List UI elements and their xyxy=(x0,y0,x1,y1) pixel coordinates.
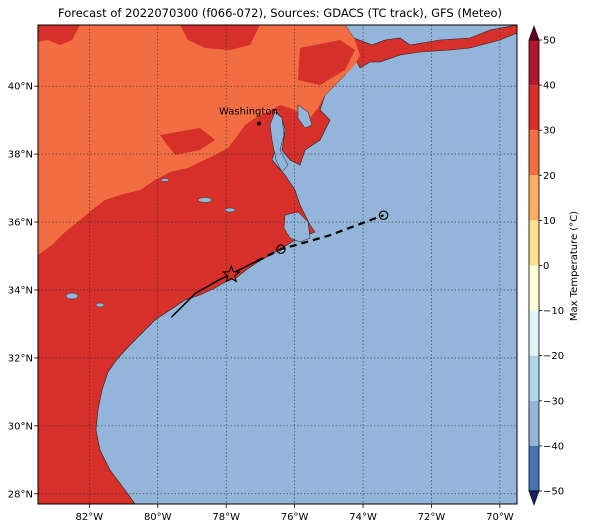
colorbar-tick-label: 40 xyxy=(543,81,556,92)
chesapeake-bay xyxy=(269,111,289,173)
lat-tick-labels: 28°N 30°N 32°N 34°N 36°N 38°N 40°N xyxy=(8,82,38,500)
colorbar-band xyxy=(529,130,539,176)
lon-tick-label: 72°W xyxy=(418,512,446,523)
lon-tick-label: 76°W xyxy=(281,512,309,523)
lake xyxy=(160,178,170,182)
land-warm-patch-3 xyxy=(298,40,355,85)
colorbar-tick-label: −30 xyxy=(543,396,564,407)
lat-tick-label: 32°N xyxy=(8,353,33,364)
lat-tick-label: 36°N xyxy=(8,218,33,229)
lon-tick-label: 80°W xyxy=(144,512,172,523)
lake xyxy=(197,197,213,203)
colorbar-extend-min xyxy=(528,490,540,506)
colorbar-tick-label: 10 xyxy=(543,216,556,227)
lake xyxy=(224,207,236,213)
tc-track-forecast[interactable] xyxy=(256,214,384,263)
forecast-point-marker[interactable] xyxy=(378,210,389,221)
map-area[interactable]: Washington xyxy=(38,25,517,504)
colorbar-tick-label: 20 xyxy=(543,171,556,182)
colorbar-band xyxy=(529,40,539,86)
colorbar-tick-label: −20 xyxy=(543,351,564,362)
colorbar-tick-label: 50 xyxy=(543,36,556,47)
lake xyxy=(95,302,105,308)
colorbar-extend-max xyxy=(528,25,540,41)
storm-position-star-icon[interactable] xyxy=(221,264,241,283)
colorbar-band xyxy=(529,220,539,266)
colorbar-band xyxy=(529,265,539,311)
land-warm-patch xyxy=(38,25,80,45)
city-marker[interactable] xyxy=(257,121,262,126)
colorbar-tick-label: 30 xyxy=(543,126,556,137)
delaware-bay xyxy=(297,104,313,129)
lat-tick-label: 40°N xyxy=(8,82,33,93)
colorbar-band xyxy=(529,175,539,221)
city-label: Washington xyxy=(219,107,278,118)
colorbar-band xyxy=(529,85,539,131)
colorbar-tick-label: −10 xyxy=(543,306,564,317)
lon-tick-label: 78°W xyxy=(212,512,240,523)
lat-tick-label: 28°N xyxy=(8,489,33,500)
colorbar-band xyxy=(529,355,539,401)
lat-tick-label: 34°N xyxy=(8,285,33,296)
lat-tick-label: 30°N xyxy=(8,421,33,432)
lon-tick-labels: 82°W 80°W 78°W 76°W 74°W 72°W 70°W xyxy=(76,504,514,523)
map-frame xyxy=(37,24,518,505)
colorbar-band xyxy=(529,445,539,491)
lat-tick-label: 38°N xyxy=(8,150,33,161)
colorbar: 50 40 30 20 10 0 −10 −20 −30 −40 −50 xyxy=(528,25,564,506)
lake xyxy=(65,292,79,300)
colorbar-label: Max Temperature (°C) xyxy=(569,211,580,321)
lon-tick-label: 82°W xyxy=(76,512,104,523)
tc-track-observed[interactable] xyxy=(170,260,258,318)
colorbar-tick-label: 0 xyxy=(543,261,549,272)
colorbar-tick-label: −40 xyxy=(543,441,564,452)
forecast-point-marker[interactable] xyxy=(276,244,286,255)
forecast-points xyxy=(276,210,389,255)
land-warm-patch-4 xyxy=(160,128,215,155)
colorbar-band xyxy=(529,400,539,446)
lon-tick-label: 70°W xyxy=(486,512,514,523)
pamlico-sound xyxy=(283,211,311,243)
map-title: Forecast of 2022070300 (f066-072), Sourc… xyxy=(58,6,502,20)
gridlines xyxy=(38,25,517,504)
lon-tick-label: 74°W xyxy=(349,512,377,523)
land-warm-patch-2 xyxy=(180,25,260,50)
colorbar-tick-label: −50 xyxy=(543,487,564,498)
colorbar-band xyxy=(529,310,539,356)
